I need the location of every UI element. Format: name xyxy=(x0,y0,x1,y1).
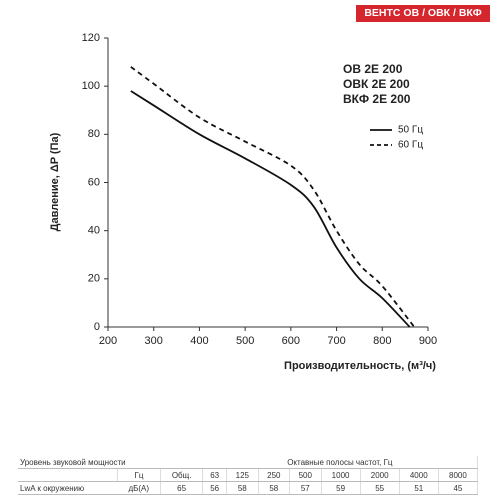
table-cell: 57 xyxy=(289,481,322,495)
y-tick-label: 20 xyxy=(88,273,100,285)
y-tick-label: 60 xyxy=(88,176,100,188)
table-cell: 58 xyxy=(226,481,259,495)
table-header-cell: 4000 xyxy=(399,468,439,482)
table-cell: дБ(А) xyxy=(117,481,162,495)
table-header-cell: 500 xyxy=(289,468,322,482)
model-label: ОВК 2Е 200 xyxy=(343,77,410,91)
y-tick-label: 80 xyxy=(88,128,100,140)
table-title: Уровень звуковой мощности xyxy=(18,456,203,469)
table-cell: 55 xyxy=(360,481,400,495)
x-axis-label: Производительность, (м³/ч) xyxy=(284,360,436,372)
x-tick-label: 300 xyxy=(145,335,163,347)
x-tick-label: 200 xyxy=(99,335,117,347)
y-tick-label: 0 xyxy=(94,321,100,333)
legend-label: 60 Гц xyxy=(398,140,423,151)
table-row-label: LwA к окружению xyxy=(18,481,118,495)
table-cell: 65 xyxy=(160,481,204,495)
model-label: ОВ 2Е 200 xyxy=(343,62,403,76)
line-series xyxy=(130,90,411,328)
legend-label: 50 Гц xyxy=(398,125,423,136)
table-cell: 56 xyxy=(202,481,228,495)
chart: Давление, ΔP (Па) Производительность, (м… xyxy=(49,32,437,372)
table-header-cell: 8000 xyxy=(438,468,479,482)
x-tick-label: 800 xyxy=(373,335,391,347)
x-tick-label: 400 xyxy=(190,335,208,347)
table-cell xyxy=(18,468,118,482)
table-cell: 51 xyxy=(399,481,439,495)
table-header-cell: Гц xyxy=(117,468,162,482)
table-cell: 45 xyxy=(438,481,479,495)
brand-banner: ВЕНТС ОВ / ОВК / ВКФ xyxy=(356,5,490,22)
table-header-cell: 125 xyxy=(226,468,259,482)
table-header-cell: 2000 xyxy=(360,468,400,482)
x-tick-label: 500 xyxy=(236,335,254,347)
table-cell: 58 xyxy=(258,481,291,495)
line-series xyxy=(130,66,415,328)
x-tick-label: 700 xyxy=(327,335,345,347)
table-header-cell: 63 xyxy=(202,468,228,482)
x-tick-label: 600 xyxy=(282,335,300,347)
model-label: ВКФ 2Е 200 xyxy=(343,92,411,106)
y-axis-label: Давление, ΔP (Па) xyxy=(49,132,61,231)
table-title: Октавные полосы частот, Гц xyxy=(202,456,478,469)
y-tick-label: 40 xyxy=(88,225,100,237)
table-cell: 59 xyxy=(321,481,361,495)
table-header-cell: 250 xyxy=(258,468,291,482)
table-header-cell: Общ. xyxy=(160,468,204,482)
y-tick-label: 120 xyxy=(82,32,100,44)
table-header-cell: 1000 xyxy=(321,468,361,482)
sound-table: Уровень звуковой мощности Октавные полосы… xyxy=(18,456,479,495)
x-tick-label: 900 xyxy=(419,335,437,347)
y-tick-label: 100 xyxy=(82,80,100,92)
